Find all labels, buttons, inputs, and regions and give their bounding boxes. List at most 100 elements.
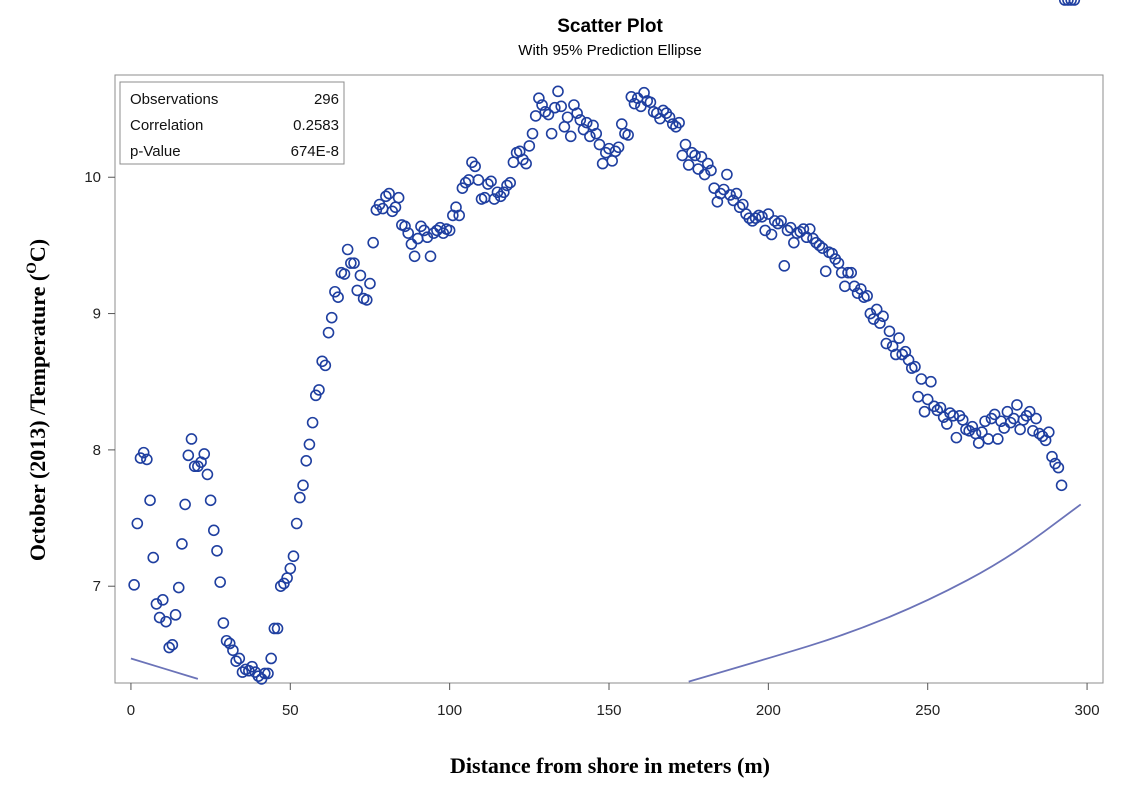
data-point [485, 175, 497, 188]
data-point [768, 215, 781, 227]
data-point [794, 225, 807, 238]
data-point [925, 375, 937, 388]
data-point [214, 576, 226, 588]
data-point [915, 373, 928, 385]
data-point [1030, 412, 1042, 425]
data-point [590, 127, 603, 140]
data-point [332, 291, 344, 304]
data-point [676, 149, 689, 162]
stat-value-p-value: 674E-8 [291, 143, 339, 160]
data-point [772, 217, 784, 230]
data-point [784, 221, 797, 234]
data-point [431, 224, 443, 237]
data-point [982, 433, 995, 445]
data-point [721, 168, 733, 181]
x-tick-label: 150 [596, 702, 621, 719]
data-point [204, 494, 217, 507]
data-point [839, 280, 851, 293]
data-point [258, 667, 271, 680]
data-point [399, 220, 411, 233]
data-point [571, 107, 583, 119]
y-tick-label: 7 [93, 578, 101, 595]
x-axis-label: Distance from shore in meters (m) [450, 753, 770, 778]
data-point [182, 449, 195, 462]
data-point [163, 641, 175, 654]
data-point [198, 448, 211, 460]
data-point [300, 454, 313, 467]
data-point [230, 655, 242, 667]
data-point [236, 666, 249, 678]
data-point [746, 215, 759, 227]
data-point [274, 580, 287, 593]
prediction-ellipse-segment [688, 503, 1082, 683]
data-point [227, 644, 239, 657]
x-tick-label: 0 [127, 702, 135, 719]
data-point [606, 155, 618, 167]
data-point [555, 100, 567, 113]
data-point [233, 652, 246, 665]
data-point [1043, 426, 1055, 438]
stat-label-p-value: p-Value [130, 143, 181, 160]
data-point [408, 250, 421, 263]
stat-value-correlation: 0.2583 [293, 117, 339, 134]
y-axis-label-main: October (2013) /Temperature ( [25, 274, 50, 561]
data-point [128, 579, 140, 591]
data-point [644, 96, 657, 109]
data-point [883, 325, 896, 338]
data-point [338, 268, 351, 280]
data-point [319, 359, 332, 372]
data-point [287, 550, 300, 563]
data-point [488, 193, 501, 205]
data-point [880, 337, 893, 350]
data-point [179, 498, 191, 511]
data-point [284, 562, 297, 575]
data-point [679, 138, 692, 151]
data-point [529, 110, 542, 122]
axes: 0 50 100 150 200 250 300 7 8 9 10 [84, 169, 1099, 719]
x-tick-label: 100 [437, 702, 462, 719]
data-point [262, 667, 274, 680]
data-point [686, 146, 698, 159]
data-point [1068, 0, 1081, 6]
data-point [947, 410, 960, 422]
data-point [909, 360, 921, 373]
chart-subtitle: With 95% Prediction Ellipse [518, 42, 701, 59]
data-point [185, 433, 198, 445]
data-point [749, 212, 762, 224]
data-point [1014, 423, 1026, 436]
data-point [666, 118, 679, 130]
data-point [351, 284, 364, 297]
data-point [762, 208, 775, 220]
y-axis-label-unit: C) [25, 239, 50, 262]
stat-value-observations: 296 [314, 91, 339, 108]
data-point [577, 123, 590, 136]
data-point [921, 393, 934, 406]
data-point [615, 118, 628, 130]
data-point [208, 524, 220, 537]
data-point [223, 637, 236, 650]
data-point [265, 652, 277, 665]
data-point [596, 157, 609, 170]
chart-title: Scatter Plot [557, 16, 663, 37]
data-point [842, 266, 854, 279]
y-tick-label: 10 [84, 169, 101, 186]
data-point [533, 92, 545, 104]
data-point [402, 227, 415, 239]
data-point [176, 538, 188, 550]
data-point [1001, 405, 1014, 418]
data-point [268, 622, 281, 635]
data-point [727, 194, 740, 207]
prediction-ellipse [130, 87, 1082, 683]
data-point [861, 290, 873, 302]
data-point [874, 317, 886, 329]
data-point [950, 431, 963, 444]
data-point [141, 453, 153, 466]
data-point [992, 433, 1004, 445]
y-axis-label: October (2013) /Temperature (OC) [24, 239, 50, 561]
data-point [294, 491, 306, 504]
data-point [542, 108, 555, 121]
data-point [322, 326, 335, 339]
data-point [765, 228, 778, 241]
data-point [730, 187, 743, 200]
data-point [705, 164, 717, 177]
